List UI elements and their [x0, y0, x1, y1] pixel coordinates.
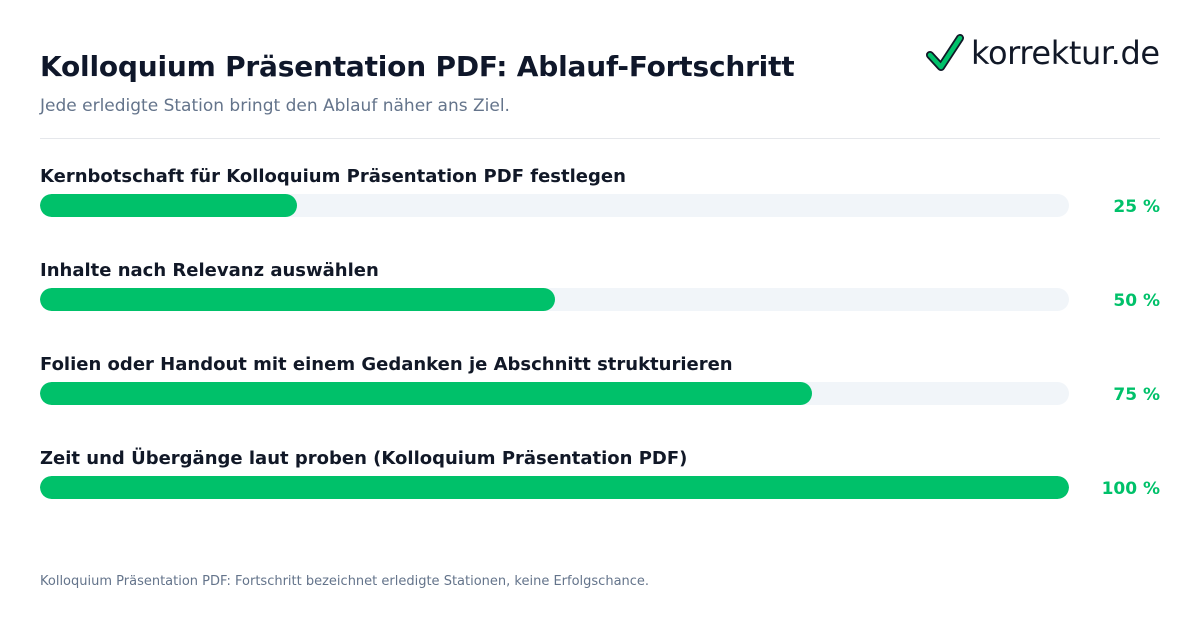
progress-track [40, 382, 1069, 405]
value-label: 50 % [1113, 291, 1160, 311]
header-divider [40, 138, 1160, 139]
progress-bar [40, 476, 1069, 499]
brand-logo: korrektur.de [925, 28, 1165, 78]
category-label: Inhalte nach Relevanz auswählen [40, 260, 379, 281]
chart-title: Kolloquium Präsentation PDF: Ablauf-Fort… [40, 50, 795, 83]
chart-footnote: Kolloquium Präsentation PDF: Fortschritt… [40, 574, 650, 589]
value-label: 25 % [1113, 197, 1160, 217]
progress-track [40, 288, 1069, 311]
value-label: 75 % [1113, 385, 1160, 405]
category-label: Zeit und Übergänge laut proben (Kolloqui… [40, 448, 688, 469]
progress-bar [40, 194, 298, 217]
progress-row: Inhalte nach Relevanz auswählen 50 % [40, 260, 1160, 354]
progress-row: Kernbotschaft für Kolloquium Präsentatio… [40, 166, 1160, 260]
progress-bar-list: Kernbotschaft für Kolloquium Präsentatio… [40, 166, 1160, 542]
progress-bar [40, 288, 555, 311]
brand-name: korrektur.de [971, 34, 1160, 72]
progress-row: Folien oder Handout mit einem Gedanken j… [40, 354, 1160, 448]
category-label: Folien oder Handout mit einem Gedanken j… [40, 354, 733, 375]
progress-track [40, 476, 1069, 499]
progress-bar [40, 382, 812, 405]
value-label: 100 % [1101, 479, 1160, 499]
progress-row: Zeit und Übergänge laut proben (Kolloqui… [40, 448, 1160, 542]
chart-subtitle: Jede erledigte Station bringt den Ablauf… [40, 96, 510, 116]
checkmark-icon [926, 34, 964, 71]
progress-track [40, 194, 1069, 217]
category-label: Kernbotschaft für Kolloquium Präsentatio… [40, 166, 626, 187]
